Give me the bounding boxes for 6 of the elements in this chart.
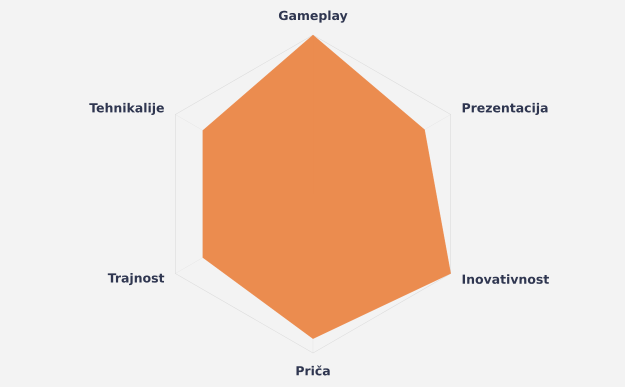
spoke-label: Gameplay bbox=[278, 10, 348, 23]
spoke-label: Inovativnost bbox=[462, 274, 549, 284]
spoke-label: Trajnost bbox=[108, 272, 164, 286]
spoke-label: Prezentacija bbox=[462, 102, 548, 116]
spoke-label: Priča bbox=[296, 365, 330, 376]
spoke-label: Tehnikalije bbox=[89, 102, 164, 116]
